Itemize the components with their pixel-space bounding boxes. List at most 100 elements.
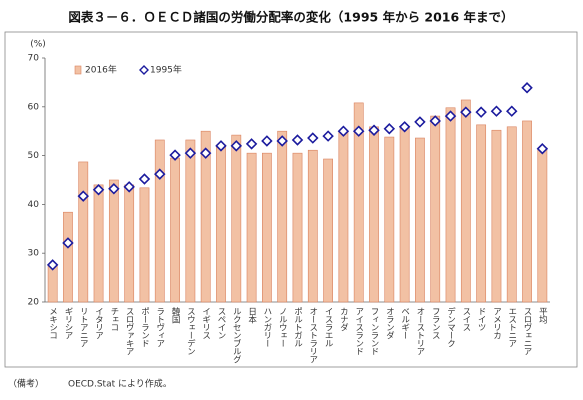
x-tick-label: チェコ xyxy=(109,307,119,331)
y-tick-label: 50 xyxy=(28,151,40,161)
marker xyxy=(383,123,396,135)
x-tick-label: イギリス xyxy=(201,307,211,339)
x-tick-label: カナダ xyxy=(338,307,348,331)
x-tick-label: イスラエル xyxy=(323,307,333,347)
x-tick-label: ノルウェー xyxy=(277,307,287,347)
bar xyxy=(522,120,532,303)
x-tick-label: リトアニア xyxy=(78,307,88,347)
bar xyxy=(415,137,425,303)
bar xyxy=(460,99,471,303)
bar xyxy=(154,139,165,303)
marker xyxy=(444,110,457,122)
bar xyxy=(384,136,395,303)
marker xyxy=(475,106,487,118)
x-tick-label: 平均 xyxy=(537,307,547,324)
x-tick-label: ベルギー xyxy=(400,307,410,339)
bar xyxy=(200,130,211,303)
bar xyxy=(369,126,379,303)
bar xyxy=(93,184,104,303)
marker xyxy=(46,259,59,271)
bar xyxy=(430,115,441,303)
x-tick-label: アメリカ xyxy=(491,307,501,339)
x-tick-label: ポルトガル xyxy=(293,307,303,347)
x-tick-label: 日本 xyxy=(247,307,257,324)
bar xyxy=(491,129,502,303)
note-label: （備考） xyxy=(8,378,44,390)
x-tick-label: フランス xyxy=(430,307,440,339)
legend-label: 2016年 xyxy=(85,64,117,76)
marker xyxy=(62,237,74,249)
note-text: OECD.Stat により作成。 xyxy=(68,378,172,390)
marker xyxy=(352,125,365,137)
marker xyxy=(92,184,105,196)
bar xyxy=(445,107,456,303)
x-tick-label: オランダ xyxy=(384,307,394,339)
marker xyxy=(184,147,197,159)
marker xyxy=(154,168,166,180)
bar xyxy=(476,124,487,303)
marker xyxy=(108,183,120,195)
marker xyxy=(199,147,212,159)
marker xyxy=(123,181,135,193)
marker xyxy=(291,134,304,146)
legend-label: 1995年 xyxy=(150,64,182,76)
x-tick-label: ドイツ xyxy=(476,307,486,331)
x-tick-label: 韓国 xyxy=(170,306,180,324)
bar xyxy=(307,149,318,303)
bar xyxy=(323,158,333,303)
marker xyxy=(230,140,243,152)
marker xyxy=(77,190,89,202)
marker xyxy=(398,121,411,133)
bar xyxy=(338,130,349,303)
bar xyxy=(353,102,364,303)
bar xyxy=(185,139,196,303)
bar xyxy=(246,152,257,303)
x-tick-label: スペイン xyxy=(216,307,226,339)
legend-swatch xyxy=(74,65,82,75)
marker xyxy=(215,140,227,152)
bar xyxy=(399,126,410,303)
chart-frame xyxy=(4,31,578,368)
bar xyxy=(108,179,119,303)
bar xyxy=(506,126,517,303)
y-tick-label: 70 xyxy=(28,54,40,64)
y-tick-label: 20 xyxy=(28,298,40,308)
x-tick-label: スロヴェニア xyxy=(522,307,532,355)
marker xyxy=(261,135,273,147)
marker xyxy=(536,143,549,155)
y-tick-label: 40 xyxy=(28,200,40,210)
x-tick-label: ハンガリー xyxy=(262,307,272,347)
bar xyxy=(262,152,272,303)
x-tick-label: イタリア xyxy=(94,307,104,339)
marker xyxy=(322,130,334,142)
bar xyxy=(277,130,288,303)
x-tick-label: ギリシア xyxy=(63,307,73,339)
marker xyxy=(169,149,181,161)
marker xyxy=(506,105,518,117)
y-tick-label: 30 xyxy=(28,249,40,259)
bar xyxy=(292,152,303,303)
bar xyxy=(216,144,226,303)
chart-title: 図表３－６．ＯＥＣＤ諸国の労働分配率の変化（1995 年から 2016 年まで） xyxy=(68,10,513,25)
marker xyxy=(368,124,380,136)
x-tick-label: スロヴァキア xyxy=(124,307,134,355)
marker xyxy=(490,105,503,117)
x-tick-label: ポーランド xyxy=(139,307,149,347)
x-tick-label: スウェーデン xyxy=(185,307,195,355)
marker xyxy=(276,135,288,147)
x-tick-label: ルクセンブルグ xyxy=(231,307,241,363)
x-tick-label: アイスランド xyxy=(354,307,364,355)
bar xyxy=(78,161,89,303)
bar xyxy=(63,211,73,303)
x-tick-label: メキシコ xyxy=(48,307,58,339)
y-axis-label: (%) xyxy=(30,40,46,50)
x-tick-label: スイス xyxy=(461,307,471,331)
bar xyxy=(124,184,135,303)
x-tick-label: デンマーク xyxy=(446,306,456,347)
x-tick-label: エストニア xyxy=(507,307,517,347)
marker xyxy=(138,173,151,185)
marker xyxy=(521,82,533,94)
bar xyxy=(231,134,242,303)
y-tick-label: 60 xyxy=(28,102,40,112)
legend-swatch xyxy=(139,65,149,75)
